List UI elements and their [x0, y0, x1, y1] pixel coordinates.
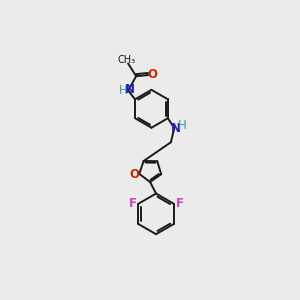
Text: O: O [129, 168, 139, 181]
Text: N: N [124, 83, 134, 96]
Text: F: F [176, 197, 184, 210]
Text: N: N [171, 122, 181, 135]
Text: H: H [178, 119, 187, 132]
Text: O: O [147, 68, 158, 81]
Text: H: H [118, 84, 127, 97]
Text: F: F [128, 197, 136, 210]
Text: CH₃: CH₃ [118, 55, 136, 65]
